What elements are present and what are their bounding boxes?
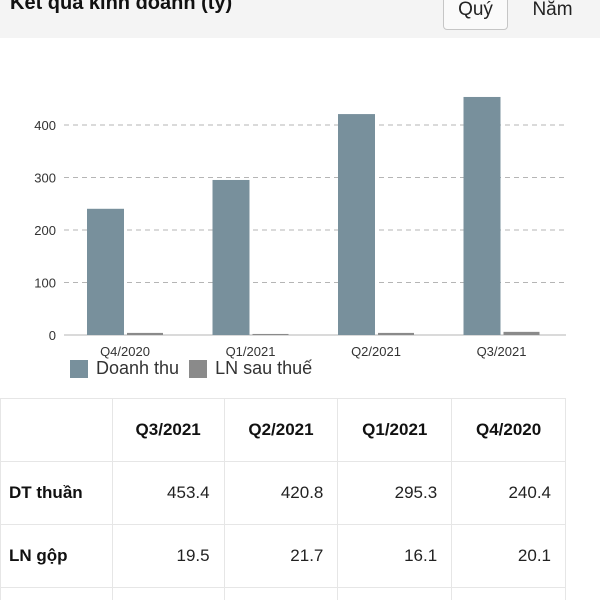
x-tick-label: Q3/2021 [477,344,527,359]
table-row [0,587,566,600]
bar-profit [252,333,289,335]
legend-label-profit: LN sau thuế [215,358,313,378]
bar-profit [503,331,540,335]
legend-swatch-profit [189,359,208,378]
table-header-cell: Q4/2020 [451,398,566,462]
table-cell: 240.4 [451,461,566,525]
y-tick-label: 300 [34,171,56,186]
table-cell-empty [223,587,339,600]
section-header: Kết quả kinh doanh (tỷ) Quý Năm [0,0,600,38]
x-tick-label: Q2/2021 [351,344,401,359]
bar-revenue [212,179,250,335]
results-table-wrapper: Q3/2021 Q2/2021 Q1/2021 Q4/2020 DT thuần… [0,398,600,600]
bar-chart-svg: 0 100 200 300 400 Q4/2020 Q1/2021 Q2/2021 Q3/202… [34,96,566,359]
x-tick-label: Q1/2021 [226,344,276,359]
chart-legend: Doanh thu LN sau thuế [70,358,322,379]
table-cell: 420.8 [223,461,339,525]
table-header-cell: Q3/2021 [111,398,225,462]
legend-item-profit[interactable]: LN sau thuế [189,358,312,379]
row-label: DT thuần [0,461,113,525]
bar-revenue [463,96,501,335]
table-cell-empty [451,587,566,600]
bar-profit [127,332,163,335]
x-tick-label: Q4/2020 [100,344,150,359]
y-tick-label: 200 [34,223,56,238]
table-header-empty [0,398,113,462]
table-cell: 453.4 [111,461,225,525]
table-cell-empty [337,587,453,600]
y-tick-label: 100 [34,276,56,291]
legend-label-revenue: Doanh thu [96,358,180,378]
table-header-row: Q3/2021 Q2/2021 Q1/2021 Q4/2020 [0,398,566,462]
year-toggle-button[interactable]: Năm [532,0,573,20]
bar-revenue [338,114,375,335]
table-cell: 16.1 [337,524,453,588]
table-row: LN gộp 19.5 21.7 16.1 20.1 [0,524,566,588]
table-cell-empty [0,587,113,600]
business-results-chart: 0 100 200 300 400 Q4/2020 Q1/2021 Q2/2021 Q3/202… [0,60,600,390]
table-cell: 20.1 [451,524,566,588]
bar-revenue [87,208,124,335]
table-header-cell: Q2/2021 [223,398,339,462]
results-table: Q3/2021 Q2/2021 Q1/2021 Q4/2020 DT thuần… [0,398,566,600]
y-tick-label: 400 [34,118,56,133]
legend-swatch-revenue [70,359,88,378]
row-label: LN gộp [0,524,113,588]
table-header-cell: Q1/2021 [337,398,453,462]
table-cell: 21.7 [223,524,339,588]
bar-profit [378,332,414,335]
legend-item-revenue[interactable]: Doanh thu [70,358,179,379]
section-title: Kết quả kinh doanh (tỷ) [10,0,233,14]
quarter-toggle-button[interactable]: Quý [443,0,508,30]
table-row: DT thuần 453.4 420.8 295.3 240.4 [0,461,566,525]
table-cell: 19.5 [111,524,225,588]
table-cell-empty [111,587,225,600]
y-tick-label: 0 [49,328,56,343]
table-cell: 295.3 [337,461,453,525]
